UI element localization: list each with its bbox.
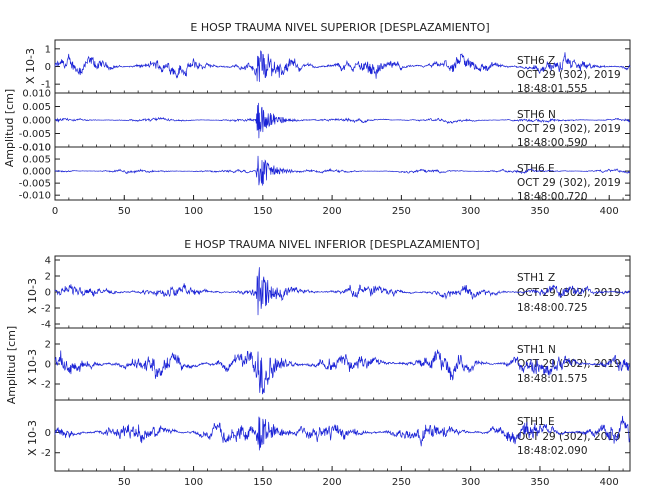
y-tick-label: -0.005: [19, 179, 51, 190]
x-tick-label: 400: [600, 477, 619, 488]
lower-panel-e-time-label: 18:48:02.090: [517, 445, 588, 457]
trace-line: [54, 102, 631, 139]
y-tick-label: -0.010: [19, 143, 51, 154]
upper-panel-z-date-label: OCT 29 (302), 2019: [517, 69, 621, 81]
upper-panel-e-channel-label: STH6 E: [517, 163, 555, 175]
lower-panel-e-frame: [54, 399, 631, 472]
upper-panel-e: STH6 E OCT 29 (302), 2019 18:48:00.720: [54, 146, 631, 203]
x-tick-label: 150: [253, 206, 272, 217]
y-tick-label: 2: [45, 340, 51, 351]
x-tick-label: 200: [323, 477, 342, 488]
upper-panel-z-time-label: 18:48:01.555: [517, 83, 588, 95]
x-tick-label: 100: [184, 206, 203, 217]
upper-chart-title: E HOSP TRAUMA NIVEL SUPERIOR [DESPLAZAMI…: [190, 21, 489, 34]
upper-panel-e-time-label: 18:48:00.720: [517, 191, 588, 203]
y-tick-label: -4: [41, 320, 51, 331]
y-tick-label: 4: [45, 256, 51, 267]
upper-panel-n-time-label: 18:48:00.590: [517, 137, 588, 149]
lower-y-axis-label: Amplitud [cm]: [5, 326, 18, 404]
trace-line: [54, 349, 631, 395]
x-tick-label: 350: [530, 206, 549, 217]
y-tick-label: -0.005: [19, 129, 51, 140]
lower-panel-e-unit-label: X 10-3: [26, 420, 39, 456]
x-tick-label: 100: [184, 477, 203, 488]
y-tick-label: 0: [45, 62, 51, 73]
y-tick-label: 0.010: [22, 89, 51, 100]
y-tick-label: 0: [45, 428, 51, 439]
upper-panel-e-frame: [54, 146, 631, 201]
upper-panel-e-date-label: OCT 29 (302), 2019: [517, 177, 621, 189]
trace-line: [54, 415, 631, 451]
y-tick-label: 0.010: [22, 143, 51, 154]
upper-panel-z-channel-label: STH6 Z: [517, 55, 555, 67]
lower-panel-z-channel-label: STH1 Z: [517, 272, 555, 284]
chart-marks: 0 50 100 150 200 250 300 350 400-101-0.010-0.005…: [19, 44, 631, 488]
y-tick-label: 0.000: [22, 167, 51, 178]
y-tick-label: 0: [45, 288, 51, 299]
lower-chart-title: E HOSP TRAUMA NIVEL INFERIOR [DESPLAZAMI…: [184, 238, 479, 251]
lower-panel-n-time-label: 18:48:01.575: [517, 373, 588, 385]
upper-y-axis-label: Amplitud [cm]: [3, 89, 16, 167]
x-tick-label: 150: [253, 477, 272, 488]
y-tick-label: -0.010: [19, 191, 51, 202]
x-tick-label: 50: [118, 206, 131, 217]
lower-panel-z-time-label: 18:48:00.725: [517, 302, 588, 314]
upper-panel-n-date-label: OCT 29 (302), 2019: [517, 123, 621, 135]
y-tick-label: -2: [41, 380, 51, 391]
y-tick-label: 1: [45, 44, 51, 55]
y-tick-label: 0.005: [22, 155, 51, 166]
x-tick-label: 0: [52, 206, 58, 217]
upper-panel-z-unit-label: X 10-3: [24, 48, 37, 84]
lower-panel-z-date-label: OCT 29 (302), 2019: [517, 287, 621, 299]
x-tick-label: 300: [461, 206, 480, 217]
x-tick-label: 400: [600, 206, 619, 217]
y-tick-label: 0.000: [22, 116, 51, 127]
y-tick-label: 2: [45, 272, 51, 283]
y-tick-label: -1: [41, 80, 51, 91]
x-tick-label: 250: [392, 206, 411, 217]
x-tick-label: 200: [323, 206, 342, 217]
y-tick-label: -2: [41, 448, 51, 459]
trace-line: [54, 50, 631, 82]
lower-panel-n-unit-label: X 10-3: [26, 349, 39, 385]
x-tick-label: 50: [118, 477, 131, 488]
x-tick-label: 350: [530, 477, 549, 488]
upper-panel-n-channel-label: STH6 N: [517, 109, 556, 121]
y-tick-label: 0: [45, 360, 51, 371]
lower-panel-n-channel-label: STH1 N: [517, 344, 556, 356]
trace-line: [54, 267, 631, 316]
y-tick-label: 0.005: [22, 102, 51, 113]
lower-panel-z-unit-label: X 10-3: [26, 278, 39, 314]
trace-line: [54, 155, 631, 186]
x-tick-label: 250: [392, 477, 411, 488]
x-tick-label: 300: [461, 477, 480, 488]
y-tick-label: -2: [41, 304, 51, 315]
